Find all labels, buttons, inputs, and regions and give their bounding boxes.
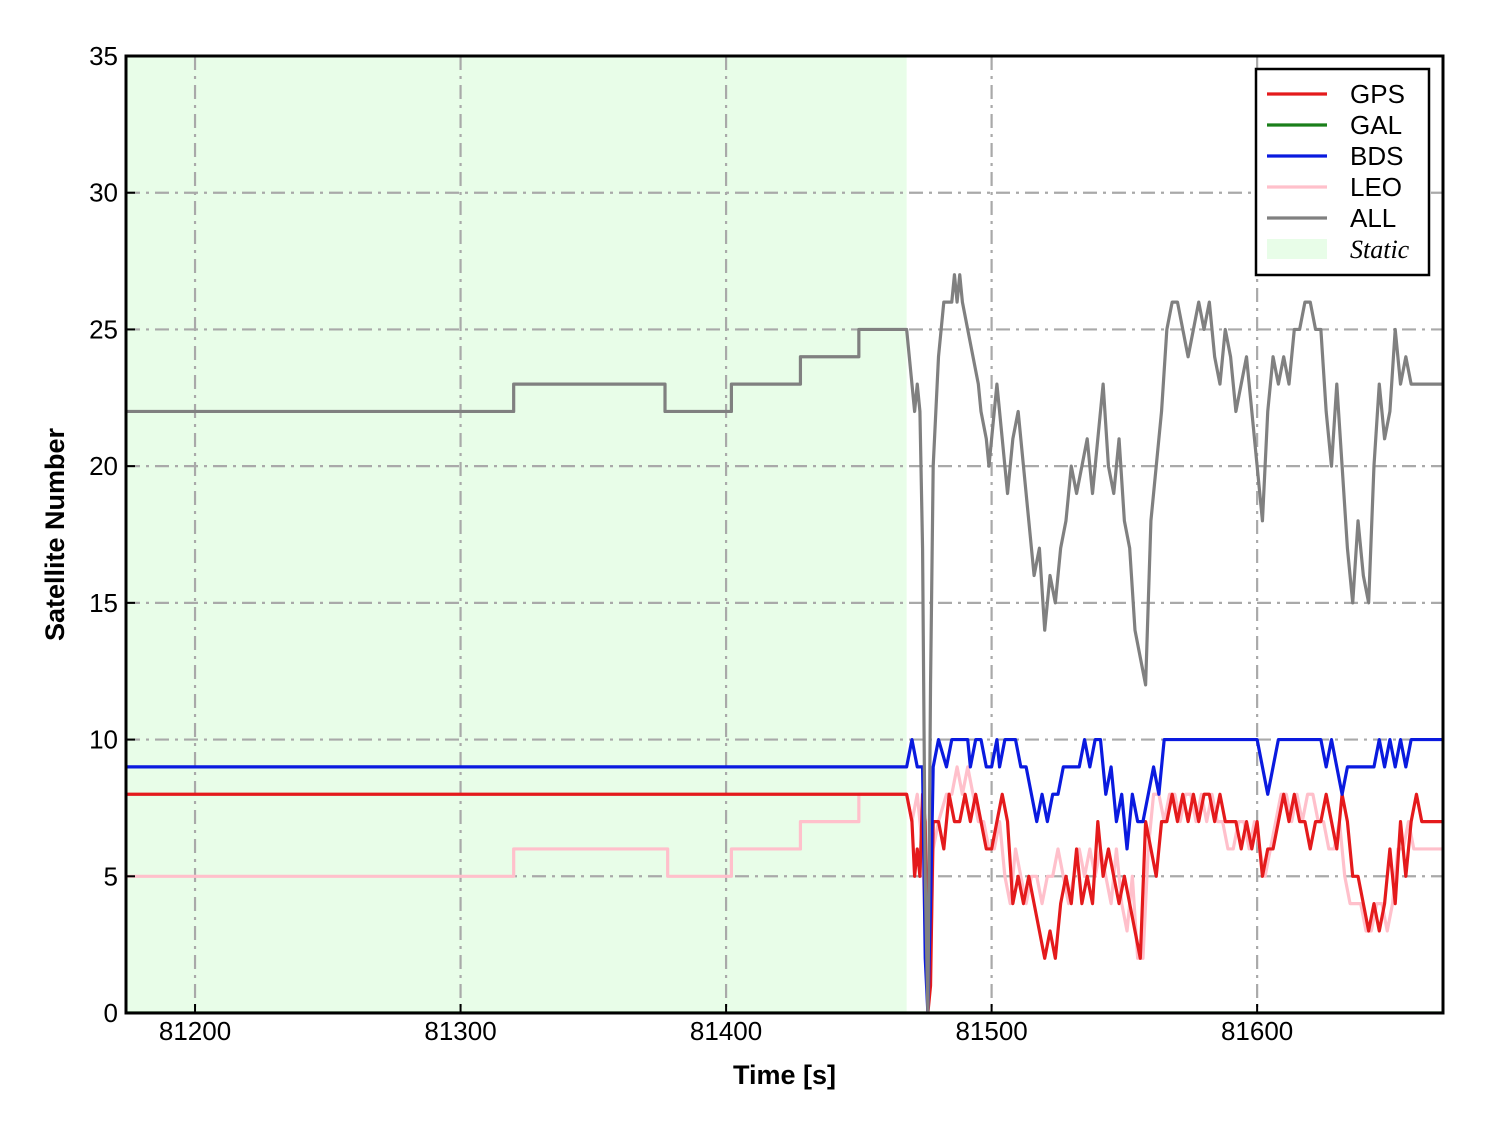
legend-label-leo: LEO: [1350, 172, 1402, 202]
series-line-leo: [126, 765, 1443, 1013]
x-tick-label: 81200: [159, 1016, 231, 1046]
y-tick-label: 25: [89, 314, 118, 344]
y-tick-label: 10: [89, 725, 118, 755]
series-line-bds: [126, 737, 1443, 1013]
y-axis-label: Satellite Number: [40, 427, 70, 641]
shaded-region-static: [126, 56, 907, 1013]
x-tick-label: 81500: [955, 1016, 1027, 1046]
legend-label-all: ALL: [1350, 203, 1396, 233]
x-tick-label: 81600: [1221, 1016, 1293, 1046]
legend-label-gps: GPS: [1350, 79, 1405, 109]
series-layer: [126, 273, 1443, 1013]
tick-layer: 81200 81300 81400 81500 81600 0 5 10 15 20 25 30 35: [89, 41, 1293, 1046]
plot-frame: [124, 54, 1445, 1015]
y-tick-label: 35: [89, 41, 118, 71]
y-tick-label: 5: [104, 861, 118, 891]
legend-label-static: Static: [1350, 235, 1410, 264]
x-tick-label: 81400: [690, 1016, 762, 1046]
y-tick-label: 30: [89, 178, 118, 208]
series-line-all: [126, 273, 1443, 1013]
grid-layer: [126, 56, 1443, 1013]
shaded-region-layer: [126, 56, 907, 1013]
legend-label-bds: BDS: [1350, 141, 1403, 171]
legend-label-gal: GAL: [1350, 110, 1402, 140]
y-tick-label: 15: [89, 588, 118, 618]
x-tick-label: 81300: [424, 1016, 496, 1046]
legend-swatch-static: [1267, 239, 1327, 259]
x-axis-label: Time [s]: [733, 1060, 836, 1090]
series-line-gps: [126, 792, 1443, 1013]
y-tick-label: 0: [104, 998, 118, 1028]
y-tick-label: 20: [89, 451, 118, 481]
